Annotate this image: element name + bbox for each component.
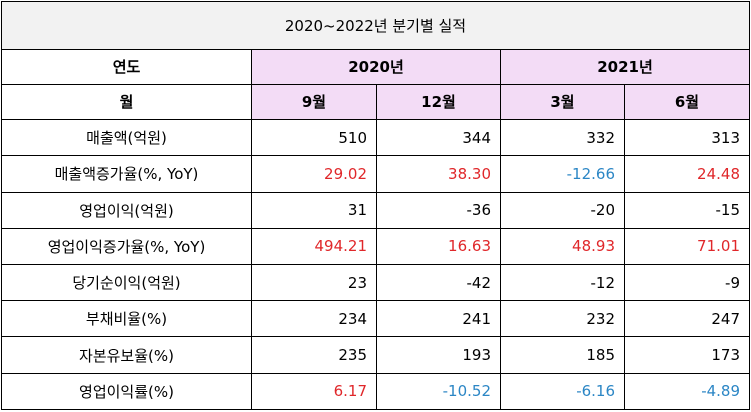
table-row: 자본유보율(%) 235 193 185 173 bbox=[1, 336, 750, 374]
value-cell: -10.52 bbox=[376, 372, 501, 411]
value-cell: 185 bbox=[500, 336, 625, 374]
year-header-row: 연도 2020년 2021년 bbox=[1, 48, 750, 85]
row-label: 영업이익률(%) bbox=[1, 372, 252, 411]
row-label: 영업이익증가율(%, YoY) bbox=[1, 227, 252, 265]
value-cell: -12 bbox=[500, 263, 625, 302]
row-label: 매출액증가율(%, YoY) bbox=[1, 155, 252, 193]
year-header-2020: 2020년 bbox=[251, 48, 501, 85]
table-row: 매출액증가율(%, YoY) 29.02 38.30 -12.66 24.48 bbox=[1, 155, 750, 193]
value-cell: 313 bbox=[624, 119, 750, 157]
value-cell: 6.17 bbox=[251, 372, 377, 411]
month-header-row: 월 9월 12월 3월 6월 bbox=[1, 83, 750, 121]
value-cell: 71.01 bbox=[624, 227, 750, 265]
table-title: 2020~2022년 분기별 실적 bbox=[1, 1, 750, 50]
value-cell: 193 bbox=[376, 336, 501, 374]
value-cell: -15 bbox=[624, 191, 750, 229]
value-cell: 510 bbox=[251, 119, 377, 157]
value-cell: 24.48 bbox=[624, 155, 750, 193]
table-body: 매출액(억원) 510 344 332 313 매출액증가율(%, YoY) 29.02 38… bbox=[1, 119, 750, 411]
value-cell: 241 bbox=[376, 300, 501, 338]
table-row: 영업이익증가율(%, YoY) 494.21 16.63 48.93 71.01 bbox=[1, 227, 750, 265]
value-cell: 344 bbox=[376, 119, 501, 157]
value-cell: 173 bbox=[624, 336, 750, 374]
row-label: 부채비율(%) bbox=[1, 300, 252, 338]
table-row: 영업이익률(%) 6.17 -10.52 -6.16 -4.89 bbox=[1, 372, 750, 411]
value-cell: 234 bbox=[251, 300, 377, 338]
value-cell: -12.66 bbox=[500, 155, 625, 193]
month-header-sep: 9월 bbox=[251, 83, 377, 121]
value-cell: 494.21 bbox=[251, 227, 377, 265]
table-row: 부채비율(%) 234 241 232 247 bbox=[1, 300, 750, 338]
value-cell: -9 bbox=[624, 263, 750, 302]
year-header-2021: 2021년 bbox=[500, 48, 750, 85]
row-label: 매출액(억원) bbox=[1, 119, 252, 157]
value-cell: 235 bbox=[251, 336, 377, 374]
value-cell: -4.89 bbox=[624, 372, 750, 411]
value-cell: -20 bbox=[500, 191, 625, 229]
value-cell: 31 bbox=[251, 191, 377, 229]
value-cell: -6.16 bbox=[500, 372, 625, 411]
month-header-jun: 6월 bbox=[624, 83, 750, 121]
table-row: 당기순이익(억원) 23 -42 -12 -9 bbox=[1, 263, 750, 302]
value-cell: 29.02 bbox=[251, 155, 377, 193]
month-header-label: 월 bbox=[1, 83, 252, 121]
table-row: 매출액(억원) 510 344 332 313 bbox=[1, 119, 750, 157]
value-cell: -42 bbox=[376, 263, 501, 302]
year-header-label: 연도 bbox=[1, 48, 252, 85]
value-cell: 38.30 bbox=[376, 155, 501, 193]
value-cell: 332 bbox=[500, 119, 625, 157]
value-cell: 247 bbox=[624, 300, 750, 338]
value-cell: 16.63 bbox=[376, 227, 501, 265]
row-label: 당기순이익(억원) bbox=[1, 263, 252, 302]
title-row: 2020~2022년 분기별 실적 bbox=[1, 1, 750, 50]
row-label: 영업이익(억원) bbox=[1, 191, 252, 229]
table-row: 영업이익(억원) 31 -36 -20 -15 bbox=[1, 191, 750, 229]
value-cell: 232 bbox=[500, 300, 625, 338]
value-cell: -36 bbox=[376, 191, 501, 229]
row-label: 자본유보율(%) bbox=[1, 336, 252, 374]
value-cell: 23 bbox=[251, 263, 377, 302]
month-header-mar: 3월 bbox=[500, 83, 625, 121]
value-cell: 48.93 bbox=[500, 227, 625, 265]
month-header-dec: 12월 bbox=[376, 83, 501, 121]
